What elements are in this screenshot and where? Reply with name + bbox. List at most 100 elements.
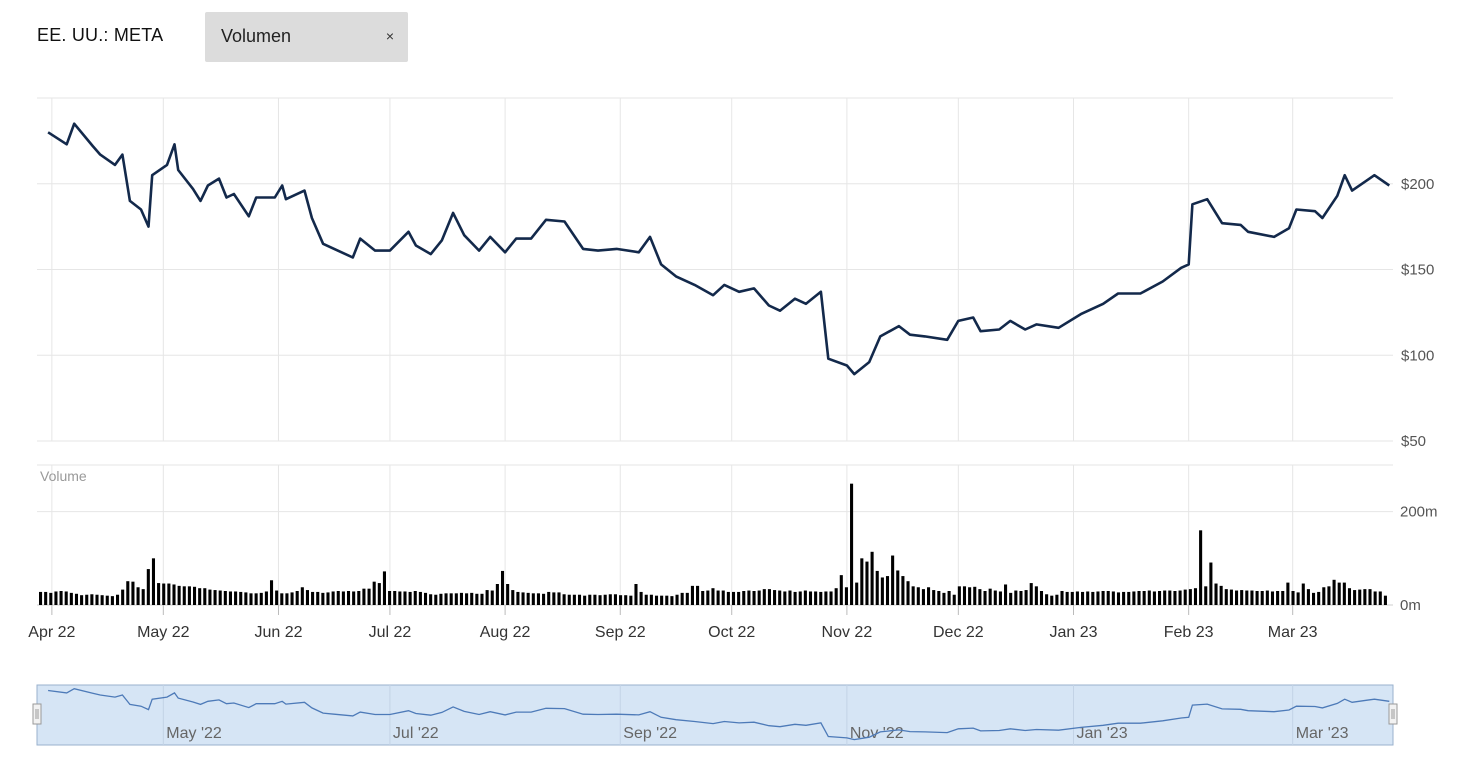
volume-bar xyxy=(187,586,191,605)
volume-bar xyxy=(244,592,248,605)
navigator-label: Jan '23 xyxy=(1077,725,1128,742)
volume-bar xyxy=(465,593,469,605)
volume-axis-label: 200m xyxy=(1400,504,1438,521)
volume-bar xyxy=(1178,590,1182,605)
volume-bar xyxy=(1368,589,1372,605)
volume-bar xyxy=(711,588,715,605)
volume-bar xyxy=(203,588,207,605)
price-axis-label: $200 xyxy=(1401,176,1434,193)
volume-bar xyxy=(1199,530,1203,605)
volume-bar xyxy=(1081,591,1085,605)
volume-bar xyxy=(1168,590,1172,605)
navigator-handle-right[interactable] xyxy=(1388,703,1398,725)
volume-bar xyxy=(875,570,879,605)
volume-bar xyxy=(352,591,356,605)
volume-bar xyxy=(300,587,304,605)
volume-bar xyxy=(957,586,961,605)
volume-bar xyxy=(973,586,977,605)
volume-bar xyxy=(305,590,309,605)
close-icon[interactable]: × xyxy=(385,28,394,44)
volume-bar xyxy=(74,593,79,605)
volume-bar xyxy=(429,594,433,605)
volume-bar xyxy=(470,592,474,605)
x-axis-label: Aug 22 xyxy=(480,624,531,641)
volume-bar xyxy=(1060,591,1064,605)
volume-bar xyxy=(372,581,376,605)
volume-bar xyxy=(773,590,777,605)
volume-bar xyxy=(357,591,361,605)
volume-bar xyxy=(367,588,371,605)
navigator-handle-left[interactable] xyxy=(32,703,42,725)
volume-bar xyxy=(131,581,135,605)
volume-bar xyxy=(613,594,617,605)
volume-bar xyxy=(660,595,664,605)
drag-handle-icon[interactable] xyxy=(1388,703,1398,725)
volume-bar xyxy=(1332,579,1336,605)
volume-bar xyxy=(916,587,920,605)
volume-bar xyxy=(341,591,345,605)
navigator[interactable]: May '22 Jul '22 Sep '22 Nov '22 Jan '23 Mar '… xyxy=(32,684,1398,746)
volume-bar xyxy=(1378,591,1382,605)
volume-axis-label: 0m xyxy=(1400,597,1421,614)
volume-bar xyxy=(454,593,458,605)
x-axis-label: Jul 22 xyxy=(369,624,412,641)
volume-bar xyxy=(290,592,294,605)
volume-bar xyxy=(1111,591,1115,605)
volume-bar xyxy=(742,591,746,605)
volume-bar xyxy=(95,594,99,605)
volume-bar xyxy=(239,591,243,605)
volume-bar xyxy=(64,591,68,605)
volume-bar xyxy=(870,551,874,605)
volume-bar xyxy=(1065,591,1069,605)
volume-bar xyxy=(788,590,792,605)
volume-bar xyxy=(536,593,540,605)
volume-bar xyxy=(819,591,823,605)
volume-bar xyxy=(829,591,833,605)
volume-bar xyxy=(824,591,828,605)
volume-bar xyxy=(608,594,612,605)
volume-bar xyxy=(110,596,114,605)
volume-bar xyxy=(90,594,94,605)
indicator-chip-volume[interactable]: Volumen × xyxy=(205,12,408,62)
volume-bar xyxy=(583,595,587,605)
volume-bar xyxy=(1363,589,1367,605)
volume-bar xyxy=(752,591,756,605)
volume-bar xyxy=(593,594,597,605)
volume-bar xyxy=(1127,591,1131,605)
volume-bar xyxy=(1286,582,1290,605)
volume-bar xyxy=(1106,591,1110,605)
volume-bar xyxy=(1122,591,1126,605)
volume-bar xyxy=(793,591,797,605)
volume-bar xyxy=(1317,591,1321,605)
volume-bar xyxy=(275,590,279,605)
volume-bar xyxy=(1045,594,1049,605)
volume-bar xyxy=(192,586,197,605)
navigator-selection[interactable] xyxy=(36,684,1394,746)
volume-bar xyxy=(562,594,566,605)
volume-bar xyxy=(572,594,576,605)
volume-bar xyxy=(1209,562,1213,605)
x-axis-label: Apr 22 xyxy=(28,624,75,641)
volume-bar xyxy=(1014,590,1018,605)
volume-bar xyxy=(665,595,669,605)
volume-bar xyxy=(1306,589,1310,605)
price-axis-label: $150 xyxy=(1401,262,1434,279)
volume-bar xyxy=(557,592,561,605)
volume-bar xyxy=(269,580,274,605)
volume-bar xyxy=(880,577,884,605)
volume-bar xyxy=(311,591,315,605)
volume-bar xyxy=(259,592,263,605)
drag-handle-icon[interactable] xyxy=(32,703,42,725)
volume-bar xyxy=(1142,591,1146,605)
navigator-label: Mar '23 xyxy=(1296,725,1349,742)
volume-bar xyxy=(382,571,386,605)
volume-bar xyxy=(937,591,941,605)
volume-bar xyxy=(208,589,212,605)
volume-bar xyxy=(783,591,787,605)
volume-bar xyxy=(988,588,992,605)
x-axis-label: Jan 23 xyxy=(1049,624,1097,641)
volume-bar xyxy=(850,483,854,605)
volume-bar xyxy=(234,591,238,605)
volume-bar xyxy=(814,591,818,605)
